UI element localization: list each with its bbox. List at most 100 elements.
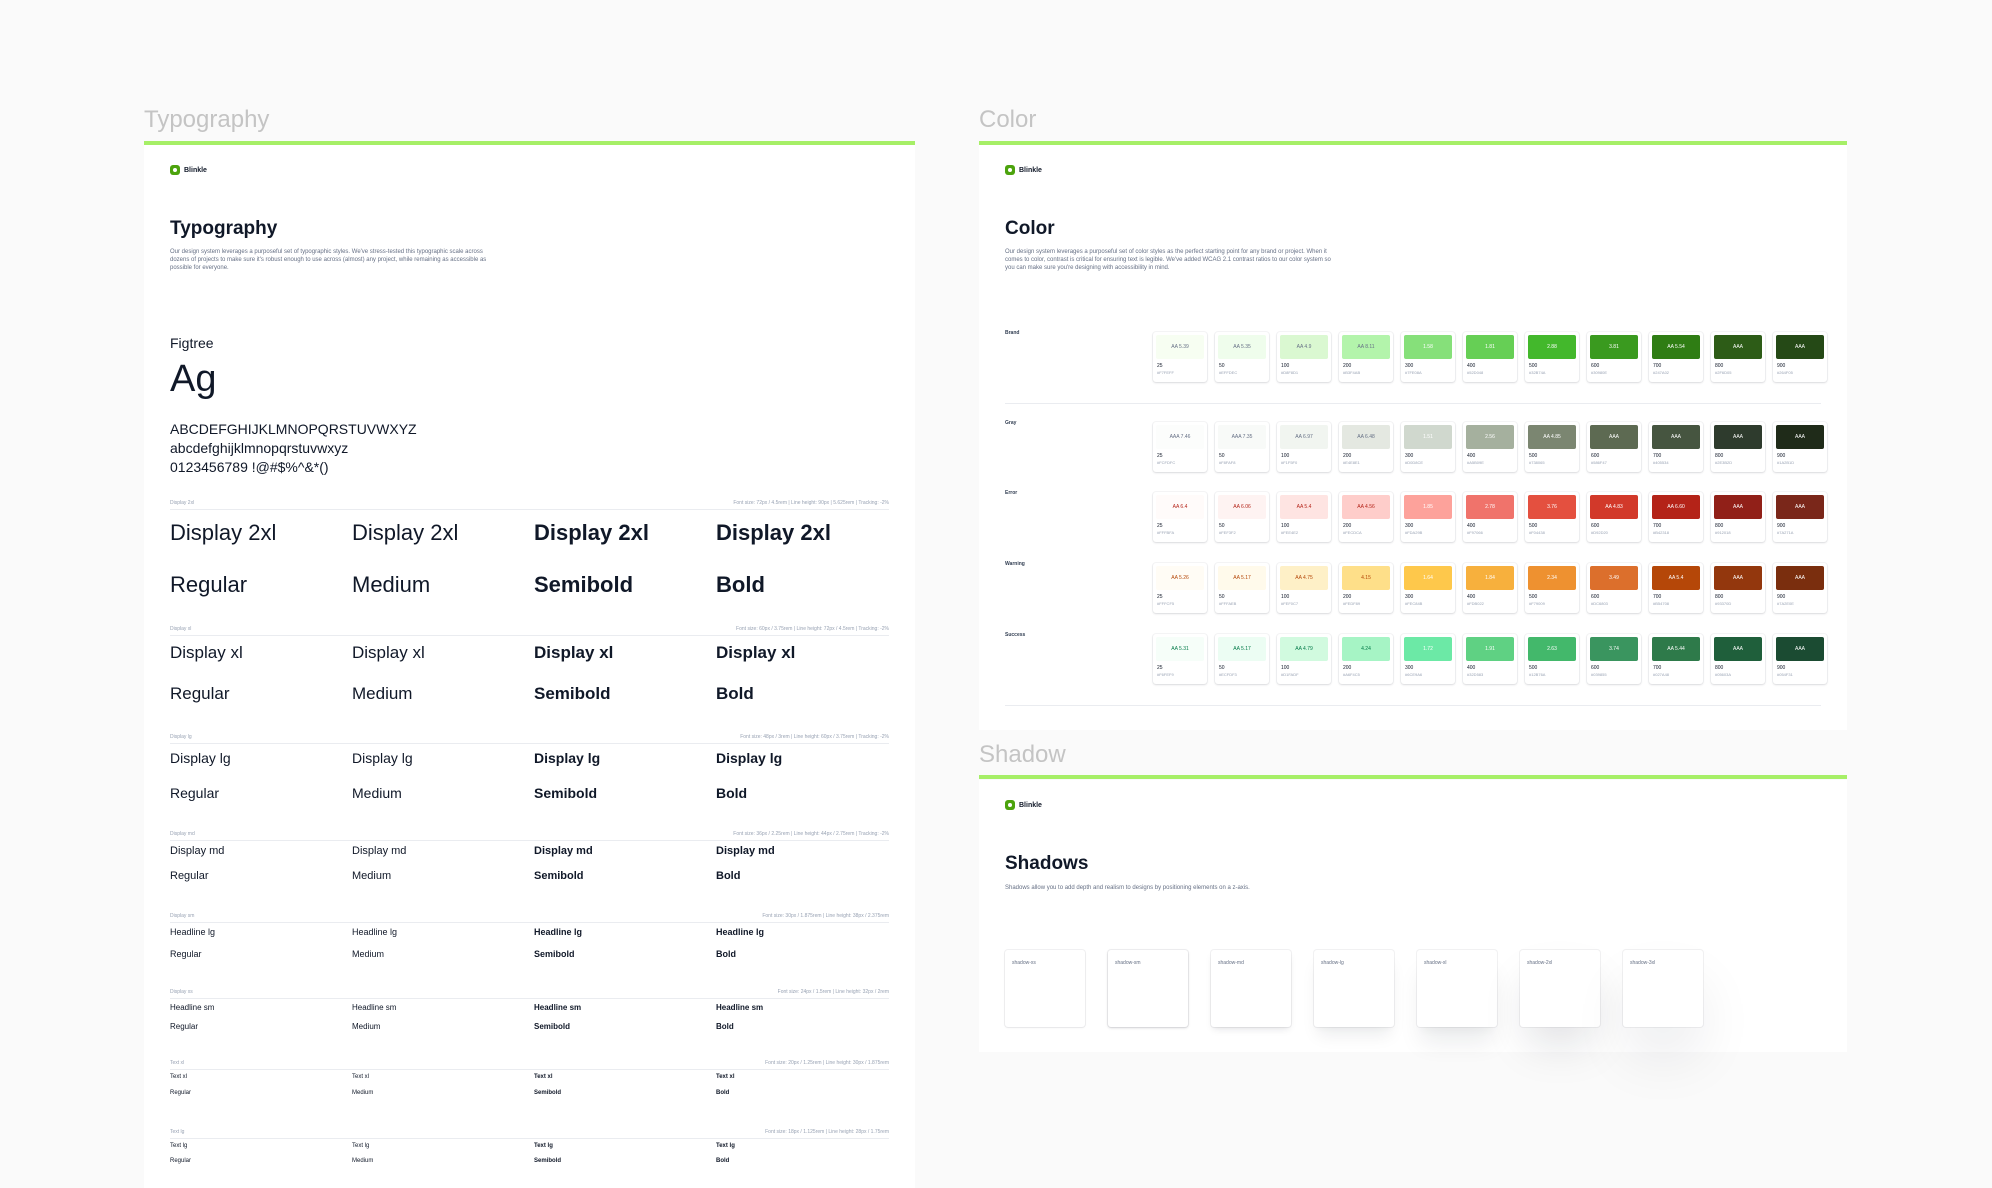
swatch-hex: #FEF3F2 [1219,530,1236,535]
swatch-step: 900 [1777,665,1786,671]
swatch-step: 100 [1281,363,1290,369]
type-sample-weight: Medium [352,870,392,882]
swatch-preview: AAA [1590,425,1638,449]
type-sample-weight: Regular [170,1158,192,1164]
type-sample-name: Headline lg [716,927,765,937]
type-sample-weight: Bold [716,572,765,597]
swatch-step: 600 [1591,523,1600,529]
color-swatch: 3.81 600 #30980E [1587,332,1641,382]
swatch-hex: #FFFAEB [1219,601,1237,606]
swatch-step: 600 [1591,665,1600,671]
swatch-preview: AA 5.35 [1218,335,1266,359]
type-scale-divider [170,922,889,923]
swatch-preview: 3.76 [1528,495,1576,519]
swatch-hex: #FEF0C7 [1281,601,1299,606]
type-scale-spec: Font size: 36px / 2.25rem | Line height:… [733,831,889,837]
swatch-hex: #05603A [1715,672,1732,677]
swatch-hex: #F79009 [1529,601,1545,606]
type-sample-name: Headline sm [716,1003,764,1012]
shadow-sample-card: shadow-3xl [1623,950,1703,1027]
shadow-sample-label: shadow-sm [1115,960,1141,966]
swatch-preview: AAA [1652,425,1700,449]
type-sample-weight: Semibold [534,870,584,882]
color-swatch: 1.84 400 #FDB022 [1463,563,1517,613]
swatch-step: 300 [1405,363,1414,369]
color-swatch: AA 6.06 50 #FEF3F2 [1215,492,1269,542]
color-swatch: AA 4.9 100 #D8F8D1 [1277,332,1331,382]
swatch-preview: AAA [1714,335,1762,359]
swatch-step: 900 [1777,594,1786,600]
color-swatch: 2.56 400 #A5B09E [1463,422,1517,472]
swatch-hex: #FEDF89 [1343,601,1361,606]
swatch-step: 700 [1653,363,1662,369]
swatch-hex: #F97066 [1467,530,1483,535]
type-sample-name: Headline sm [534,1003,582,1012]
type-scale-label: Display xs [170,989,193,995]
type-sample-name: Display xl [534,643,614,662]
type-sample-name: Display xl [716,643,796,662]
type-sample-name: Display 2xl [170,520,277,545]
color-swatch: AA 5.35 50 #EFFDEC [1215,332,1269,382]
swatch-preview: AA 6.48 [1342,425,1390,449]
page-description: Our design system leverages a purposeful… [170,249,487,271]
type-sample-weight: Medium [352,572,431,597]
type-scale-spec: Font size: 24px / 1.5rem | Line height: … [777,989,889,995]
type-sample-name: Display md [716,845,775,857]
color-swatch: AAA 900 #1A2B1D [1773,422,1827,472]
type-scale-spec: Font size: 72px / 4.5rem | Line height: … [733,500,889,506]
swatch-hex: #B54708 [1653,601,1670,606]
section-rule-shadow [979,775,1847,779]
palette-name: Gray [1005,420,1017,426]
swatch-preview: AA 4.9 [1280,335,1328,359]
blinkle-logo-icon [170,165,180,175]
type-sample-weight: Regular [170,1022,199,1031]
swatch-preview: 4.15 [1342,566,1390,590]
swatch-hex: #F1F5F0 [1281,460,1298,465]
swatch-step: 200 [1343,665,1352,671]
swatch-preview: 3.81 [1590,335,1638,359]
swatch-hex: #7FE08A [1405,370,1422,375]
swatch-step: 400 [1467,665,1476,671]
swatch-hex: #FFFBFA [1157,530,1175,535]
swatch-step: 500 [1529,453,1538,459]
palette-name: Error [1005,490,1018,496]
swatch-step: 400 [1467,523,1476,529]
type-sample-name: Headline sm [352,1003,397,1012]
type-sample-name: Text xl [352,1074,370,1080]
swatch-hex: #A6F4C5 [1343,672,1360,677]
color-swatch: AAA 900 #7A2E0E [1773,563,1827,613]
brand-name: Blinkle [1019,166,1042,174]
brand-logo: Blinkle [1005,800,1042,810]
swatch-preview: AAA 7.46 [1156,425,1204,449]
type-sample-weight: Regular [170,684,230,703]
swatch-hex: #52D048 [1467,370,1484,375]
color-swatch: 2.78 400 #F97066 [1463,492,1517,542]
color-swatch: AA 6.48 200 #E4E8E1 [1339,422,1393,472]
swatch-hex: #D0D8CE [1405,460,1424,465]
color-swatch: 1.91 400 #32D583 [1463,634,1517,684]
swatch-hex: #B3F4AB [1343,370,1361,375]
type-scale-divider [170,1138,889,1139]
shadow-sample-label: shadow-3xl [1630,960,1656,966]
swatch-step: 50 [1219,665,1225,671]
shadow-sample-card: shadow-2xl [1520,950,1600,1027]
shadow-panel: Blinkle Shadows Shadows allow you to add… [979,780,1847,1052]
swatch-preview: 2.88 [1528,335,1576,359]
type-sample-name: Display lg [534,750,601,766]
swatch-step: 500 [1529,665,1538,671]
swatch-hex: #2E3B2D [1715,460,1733,465]
swatch-hex: #32B74A [1529,370,1546,375]
color-swatch: AA 5.26 25 #FFFCF5 [1153,563,1207,613]
section-title-shadow: Shadow [979,741,1066,768]
swatch-hex: #D8F8D1 [1281,370,1299,375]
shadow-sample-label: shadow-xl [1424,960,1447,966]
type-sample-weight: Medium [352,1090,374,1096]
color-swatch: 1.72 300 #6CE9A6 [1401,634,1455,684]
swatch-preview: AA 4.75 [1280,566,1328,590]
swatch-preview: AAA 7.35 [1218,425,1266,449]
type-scale-label: Text xl [170,1060,185,1066]
color-swatch: AA 5.4 700 #B54708 [1649,563,1703,613]
swatch-step: 900 [1777,523,1786,529]
swatch-step: 700 [1653,665,1662,671]
type-sample-weight: Regular [170,1090,192,1096]
